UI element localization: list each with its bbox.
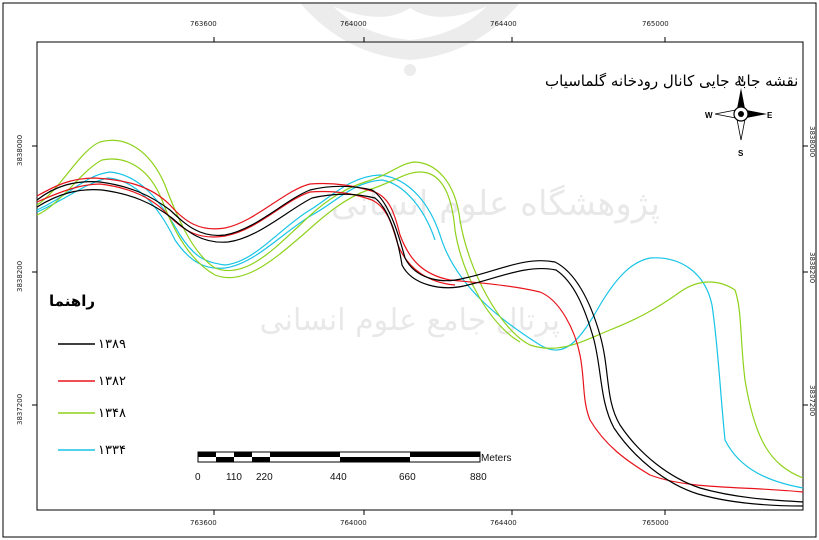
channel-line-1348: [36, 139, 804, 479]
left-tick-label: 3838200: [16, 261, 24, 292]
scale-label: 440: [330, 472, 347, 483]
legend-label: ۱۳۳۴: [98, 443, 126, 458]
institute-emblem-watermark-icon: [300, 3, 520, 76]
east-letter: E: [767, 111, 773, 120]
bottom-tick-label: 764400: [490, 519, 517, 527]
north-arrow-icon: [714, 88, 767, 141]
map-frame: [36, 41, 804, 511]
west-letter: W: [705, 111, 713, 120]
north-letter: N: [738, 75, 744, 84]
top-tick-label: 765000: [642, 20, 669, 28]
scale-unit: Meters: [481, 453, 512, 464]
watermark-text: پژوهشگاه علوم انسانی پرتال جامع علوم انس…: [260, 184, 660, 338]
graticule-ticks: [32, 37, 808, 515]
svg-text:پژوهشگاه علوم انسانی: پژوهشگاه علوم انسانی: [331, 184, 660, 224]
channel-lines: [36, 139, 804, 507]
scale-label: 110: [226, 472, 242, 483]
right-tick-label: 3838200: [808, 252, 816, 283]
legend-label: ۱۳۸۲: [98, 374, 126, 389]
bottom-tick-label: 763600: [190, 519, 217, 527]
scale-label: 880: [470, 472, 487, 483]
legend-title: راهنما: [49, 292, 95, 310]
left-tick-label: 3838000: [16, 135, 24, 166]
legend-label: ۱۳۴۸: [98, 406, 126, 421]
channel-line-1334: [36, 171, 804, 489]
scale-label: 0: [195, 472, 201, 483]
south-letter: S: [738, 149, 744, 158]
right-tick-label: 3837200: [808, 385, 816, 416]
map-title: نقشه جابه جایی کانال رودخانه گلماسیاب: [545, 72, 798, 90]
top-tick-label: 764400: [490, 20, 517, 28]
bottom-tick-label: 764000: [340, 519, 367, 527]
bottom-tick-label: 765000: [642, 519, 669, 527]
scale-label: 660: [399, 472, 416, 483]
scale-label: 220: [256, 472, 273, 483]
channel-line-1389: [36, 181, 804, 507]
legend: ۱۳۸۹ ۱۳۸۲ ۱۳۴۸ ۱۳۳۴: [58, 337, 126, 458]
left-tick-label: 3837200: [16, 394, 24, 425]
legend-label: ۱۳۸۹: [98, 337, 126, 352]
scale-bar: [197, 451, 481, 463]
right-tick-label: 3838000: [808, 126, 816, 157]
svg-text:پرتال جامع علوم انسانی: پرتال جامع علوم انسانی: [260, 303, 560, 338]
top-tick-label: 764000: [340, 20, 367, 28]
top-tick-label: 763600: [190, 20, 217, 28]
